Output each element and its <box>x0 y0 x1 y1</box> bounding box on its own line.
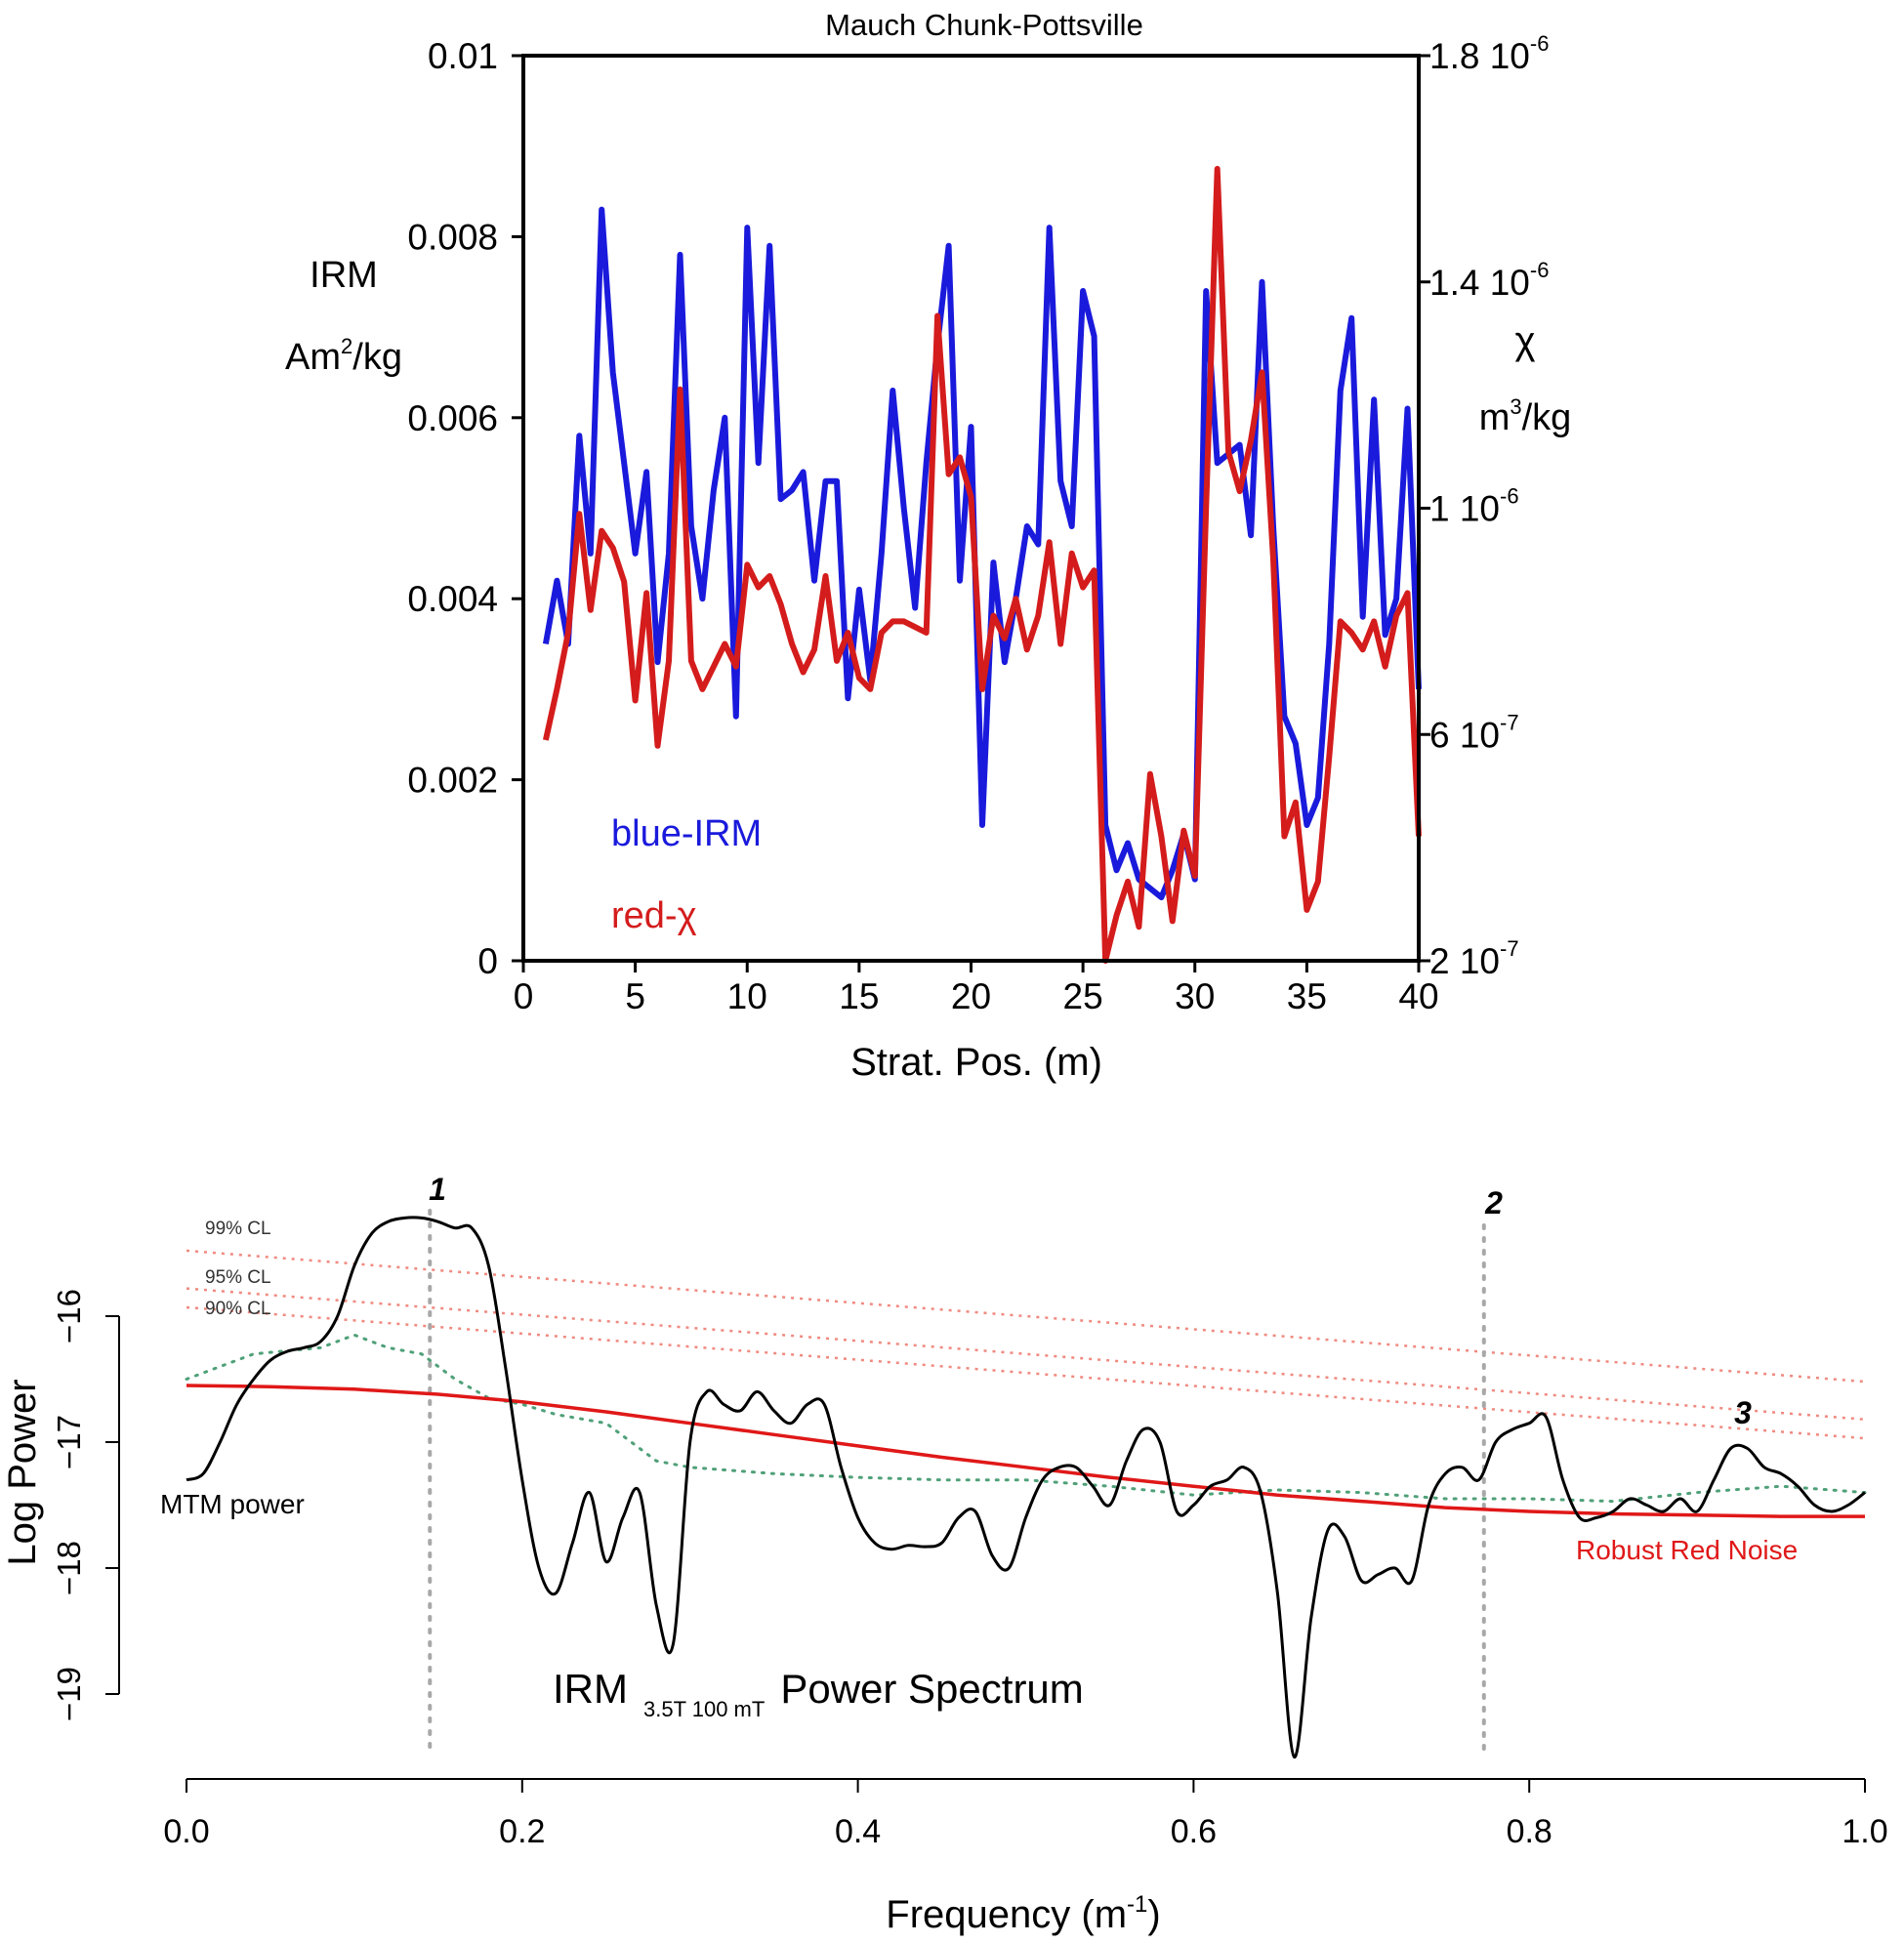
top-left-y-tick-label: 0.006 <box>407 398 498 438</box>
top-x-tick-label: 35 <box>1287 976 1327 1016</box>
top-legend-irm: blue-IRM <box>611 813 762 854</box>
top-irm-line <box>542 206 1422 901</box>
top-plot-frame <box>521 54 1421 963</box>
top-right-y-tick-label: 1 10-6 <box>1429 484 1519 529</box>
bottom-y-tick-label: −16 <box>51 1289 87 1344</box>
bottom-y-tick-label: −17 <box>51 1415 87 1469</box>
cl95-label: 95% CL <box>205 1267 271 1288</box>
cl99-label: 99% CL <box>205 1219 271 1239</box>
bottom-y-tick-label: −18 <box>51 1541 87 1595</box>
bottom-x-tick-label: 1.0 <box>1842 1813 1887 1850</box>
bottom-y-tick-label: −19 <box>51 1667 87 1721</box>
cl90-line <box>186 1305 1866 1440</box>
bottom-peak-markers <box>428 1209 1486 1757</box>
top-x-tick-label: 5 <box>625 976 645 1016</box>
bottom-x-axis-label: Frequency (m-1) <box>886 1891 1160 1936</box>
bottom-x-tick-label: 0.2 <box>499 1813 545 1850</box>
top-left-ylabel-line2: Am2/kg <box>285 334 402 378</box>
red-noise-label: Robust Red Noise <box>1576 1535 1798 1565</box>
top-chart: Mauch Chunk-Pottsville IRM Am2/kg χ m3/k… <box>285 8 1571 1084</box>
top-legend-chi: red-χ <box>611 895 697 936</box>
bottom-x-ticks: 0.0 0.2 0.4 0.6 0.8 1.0 <box>163 1779 1888 1850</box>
top-x-tick-label: 0 <box>514 976 534 1016</box>
top-x-tick-label: 15 <box>839 976 879 1016</box>
mtm-power-label: MTM power <box>160 1489 305 1519</box>
bottom-confidence-lines <box>186 1249 1866 1440</box>
cl90-label: 90% CL <box>205 1299 271 1319</box>
top-chart-title: Mauch Chunk-Pottsville <box>825 8 1143 42</box>
bottom-mtm-line <box>186 1216 1866 1759</box>
top-series <box>542 165 1422 964</box>
bottom-y-ticks: −16 −17 −18 −19 <box>51 1289 119 1721</box>
cl95-line <box>186 1287 1866 1422</box>
top-right-y-tick-label: 6 10-7 <box>1429 710 1519 755</box>
top-x-ticks: 0 5 10 15 20 25 30 35 40 <box>514 961 1439 1016</box>
top-left-y-tick-label: 0.002 <box>407 761 498 801</box>
top-x-axis-label: Strat. Pos. (m) <box>850 1041 1102 1084</box>
top-right-ylabel-line2: m3/kg <box>1479 394 1572 438</box>
peak-3-label: 3 <box>1734 1395 1752 1430</box>
bottom-chart-title: IRM 3.5T 100 mT Power Spectrum <box>553 1666 1084 1721</box>
peak-1-label: 1 <box>429 1172 446 1207</box>
top-left-ylabel-line1: IRM <box>310 255 378 296</box>
top-x-tick-label: 30 <box>1175 976 1215 1016</box>
top-x-tick-label: 20 <box>951 976 991 1016</box>
bottom-x-tick-label: 0.4 <box>835 1813 881 1850</box>
top-left-y-tick-label: 0.008 <box>407 217 498 257</box>
top-left-y-tick-label: 0 <box>477 941 498 981</box>
bottom-red-noise-line <box>186 1384 1865 1518</box>
top-right-y-ticks: 2 10-7 6 10-7 1 10-6 1.4 10-6 1.8 10-6 <box>1419 31 1549 981</box>
bottom-chart: 0.0 0.2 0.4 0.6 0.8 1.0 −16 −17 −18 −19 Log Powe… <box>1 1172 1888 1936</box>
top-left-y-tick-label: 0.004 <box>407 579 498 619</box>
bottom-x-tick-label: 0.6 <box>1171 1813 1217 1850</box>
top-right-ylabel-line1: χ <box>1515 319 1536 362</box>
bottom-x-tick-label: 0.8 <box>1507 1813 1552 1850</box>
bottom-y-axis-label: Log Power <box>1 1379 44 1565</box>
top-right-y-tick-label: 2 10-7 <box>1429 936 1519 981</box>
top-left-ylabel: IRM Am2/kg <box>285 255 402 378</box>
top-x-tick-label: 25 <box>1063 976 1103 1016</box>
top-left-y-tick-label: 0.01 <box>428 36 498 76</box>
bottom-x-tick-label: 0.0 <box>163 1813 209 1850</box>
bottom-ar1-line <box>185 1333 1867 1504</box>
top-right-y-tick-label: 1.4 10-6 <box>1429 258 1549 303</box>
top-left-y-ticks: 0 0.002 0.004 0.006 0.008 0.01 <box>407 36 523 981</box>
top-chi-line <box>542 165 1422 964</box>
peak-2-label: 2 <box>1484 1185 1503 1220</box>
cl99-line <box>186 1249 1866 1384</box>
top-x-tick-label: 40 <box>1398 976 1438 1016</box>
top-right-ylabel: χ m3/kg <box>1479 319 1572 438</box>
top-right-y-tick-label: 1.8 10-6 <box>1429 31 1549 76</box>
top-x-tick-label: 10 <box>727 976 767 1016</box>
